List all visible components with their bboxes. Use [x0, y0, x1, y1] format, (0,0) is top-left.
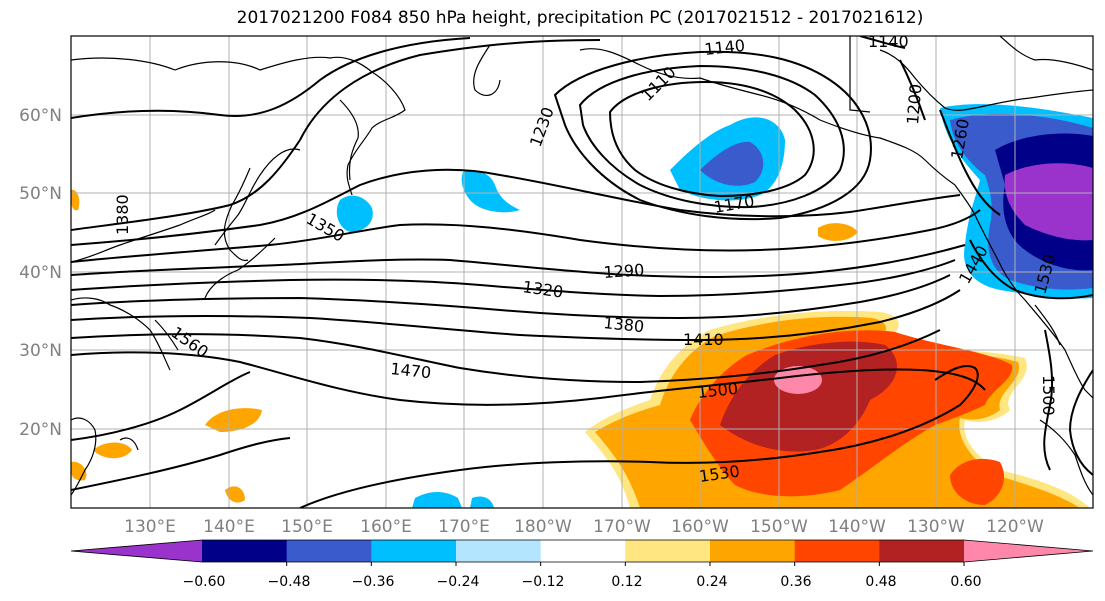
contour-label: 1500 — [696, 379, 738, 402]
colorbar-segment — [625, 540, 711, 562]
colorbar-tick-label: −0.24 — [437, 574, 480, 590]
lon-label: 160°W — [671, 517, 729, 537]
lat-label: 60°N — [19, 106, 62, 126]
map-border — [70, 35, 1094, 509]
contour-label: 1380 — [113, 194, 132, 235]
lon-label: 140°E — [203, 517, 255, 537]
colorbar-segment — [879, 540, 965, 562]
colorbar: −0.60 −0.48 −0.36 −0.24 −0.12 0.12 0.24 0.36 0.4… — [70, 539, 1094, 590]
precip-shading-negative — [336, 104, 1093, 508]
colorbar-segment — [202, 540, 288, 562]
contour-label: 1410 — [683, 330, 724, 349]
colorbar-tick-label: 0.60 — [950, 574, 981, 590]
colorbar-outline — [70, 539, 1094, 563]
contour-label: 1290 — [603, 260, 645, 282]
longitude-labels: 130°E 140°E 150°E 160°E 170°E 180°W 170°… — [124, 517, 1044, 537]
colorbar-segment — [371, 540, 457, 562]
colorbar-segment — [710, 540, 796, 562]
lat-label: 50°N — [19, 184, 62, 204]
colorbar-tick-label: −0.12 — [522, 574, 565, 590]
colorbar-tick-label: 0.36 — [780, 574, 811, 590]
lat-label: 20°N — [19, 420, 62, 440]
lon-label: 180°W — [514, 517, 572, 537]
contour-label: 1140 — [703, 36, 745, 59]
lon-label: 150°W — [750, 517, 808, 537]
colorbar-tick-label: 0.48 — [865, 574, 896, 590]
contour-label: 1470 — [390, 359, 432, 382]
lon-label: 170°E — [438, 517, 490, 537]
lon-label: 150°E — [281, 517, 333, 537]
map-title: 2017021200 F084 850 hPa height, precipit… — [236, 8, 924, 28]
contour-label: 1500 — [1039, 375, 1058, 416]
lon-label: 130°E — [124, 517, 176, 537]
colorbar-tick-label: 0.24 — [696, 574, 727, 590]
colorbar-arrow-right — [964, 540, 1093, 562]
colorbar-arrow-left — [71, 540, 202, 562]
colorbar-tick-label: −0.48 — [268, 574, 311, 590]
lon-label: 160°E — [360, 517, 412, 537]
contour-label: 1140 — [868, 32, 909, 51]
colorbar-segment — [540, 540, 626, 562]
lon-label: 140°W — [828, 517, 886, 537]
colorbar-tick-label: 0.12 — [611, 574, 642, 590]
colorbar-tick-label: −0.36 — [352, 574, 395, 590]
colorbar-segment — [456, 540, 542, 562]
latitude-labels: 60°N 50°N 40°N 30°N 20°N — [19, 106, 62, 440]
colorbar-segment — [286, 540, 372, 562]
lon-label: 120°W — [986, 517, 1044, 537]
colorbar-tick-label: −0.60 — [183, 574, 226, 590]
lat-label: 30°N — [19, 341, 62, 361]
lon-label: 130°W — [907, 517, 965, 537]
contour-label: 1200 — [903, 83, 925, 125]
lon-label: 170°W — [593, 517, 651, 537]
lat-label: 40°N — [19, 263, 62, 283]
height-contours — [71, 36, 1093, 508]
colorbar-segment — [794, 540, 880, 562]
contour-label: 1380 — [603, 313, 645, 336]
